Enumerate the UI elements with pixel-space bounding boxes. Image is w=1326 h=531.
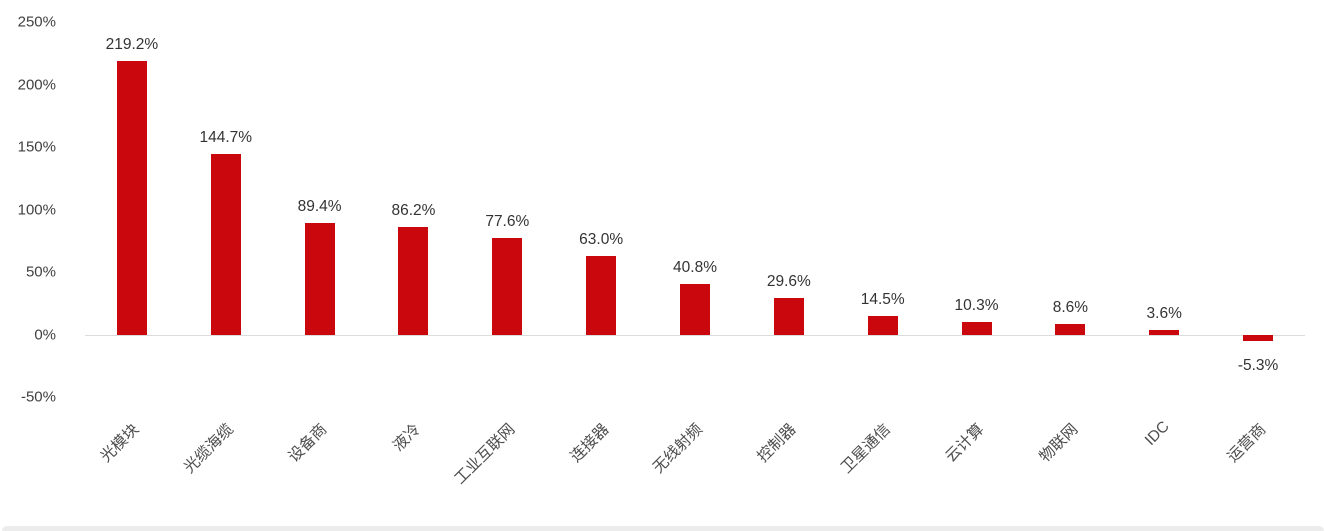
bar-value-label: 8.6%: [1052, 298, 1089, 316]
x-axis-category-label: 物联网: [1036, 420, 1082, 466]
x-axis-category-label: 光缆海缆: [180, 420, 237, 477]
bar-value-label: 40.8%: [673, 258, 717, 276]
bar: [398, 226, 429, 335]
y-axis-tick-label: 150%: [17, 138, 56, 156]
x-axis-category-label: 无线射频: [649, 420, 706, 477]
x-axis-category-label: 控制器: [754, 420, 800, 466]
x-axis-category-label: 设备商: [285, 420, 331, 466]
bar-value-label: 77.6%: [485, 212, 530, 230]
bar: [210, 153, 241, 335]
bar-value-label: 219.2%: [105, 35, 159, 53]
y-axis-tick-label: 100%: [17, 201, 56, 218]
x-axis-category-label: 卫星通信: [837, 420, 894, 477]
bar: [492, 237, 523, 335]
bar: [1055, 323, 1086, 335]
bar: [116, 60, 147, 335]
bar: [867, 316, 898, 335]
bar-value-label: 86.2%: [391, 201, 436, 219]
x-axis-category-label: 光模块: [97, 420, 143, 466]
x-axis-category-label: 连接器: [567, 420, 613, 466]
y-axis-tick-label: -50%: [20, 388, 56, 406]
bar-value-label: -5.3%: [1237, 357, 1279, 375]
bar: [586, 255, 617, 335]
bar-value-label: 63.0%: [579, 230, 624, 248]
x-axis-category-label: 工业互联网: [451, 420, 519, 488]
zero-baseline: [85, 334, 1305, 336]
bar: [773, 297, 804, 335]
bar: [680, 283, 710, 335]
bar-value-label: 89.4%: [297, 197, 342, 215]
y-axis-tick-label: 200%: [17, 76, 56, 93]
y-axis-tick-label: 50%: [25, 263, 56, 281]
x-axis-category-label: 云计算: [942, 420, 988, 466]
x-axis-category-label: 液冷: [390, 420, 425, 455]
bar: [304, 222, 335, 335]
x-axis-category-label: IDC: [1141, 418, 1173, 449]
bar: [961, 321, 992, 335]
x-axis-category-label: 运营商: [1224, 420, 1269, 466]
bar-value-label: 10.3%: [954, 296, 999, 314]
card-bottom-edge: [2, 526, 1324, 531]
bar-value-label: 14.5%: [860, 291, 905, 309]
bar-value-label: 3.6%: [1146, 305, 1182, 322]
bar-value-label: 29.6%: [766, 272, 811, 290]
bar-value-label: 144.7%: [199, 128, 253, 146]
bar: [1243, 334, 1274, 342]
bar: [1149, 330, 1180, 335]
y-axis-tick-label: 250%: [17, 13, 56, 31]
y-axis-tick-label: 0%: [34, 326, 56, 343]
